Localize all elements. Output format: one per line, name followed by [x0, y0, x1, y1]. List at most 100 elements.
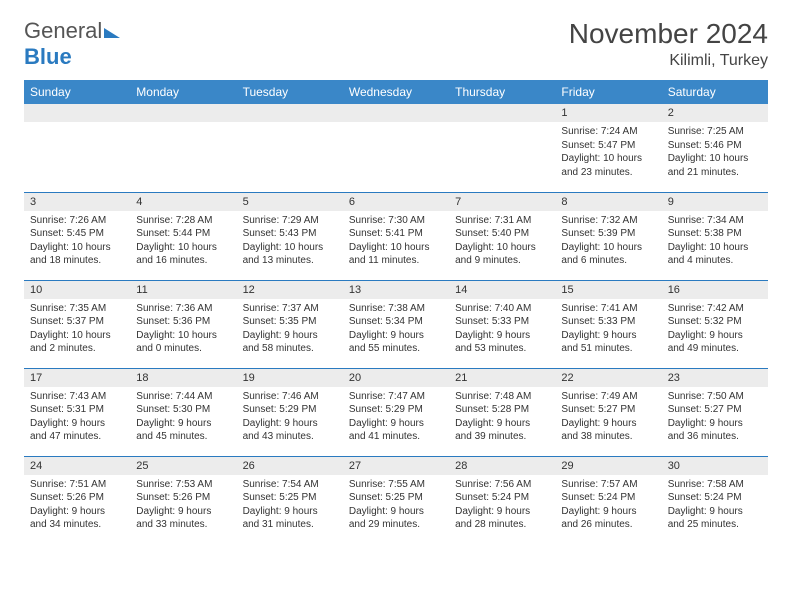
sunrise-text: Sunrise: 7:53 AM — [136, 478, 230, 492]
sunrise-text: Sunrise: 7:49 AM — [561, 390, 655, 404]
day-number — [130, 104, 236, 122]
day-cell: 10Sunrise: 7:35 AMSunset: 5:37 PMDayligh… — [24, 280, 130, 368]
sunrise-text: Sunrise: 7:28 AM — [136, 214, 230, 228]
week-row: 3Sunrise: 7:26 AMSunset: 5:45 PMDaylight… — [24, 192, 768, 280]
logo: General Blue — [24, 18, 120, 70]
sunset-text: Sunset: 5:36 PM — [136, 315, 230, 329]
day-number: 2 — [662, 104, 768, 122]
day-number: 20 — [343, 369, 449, 387]
day-body: Sunrise: 7:57 AMSunset: 5:24 PMDaylight:… — [555, 475, 661, 535]
day-cell — [343, 104, 449, 192]
weekday-header-row: SundayMondayTuesdayWednesdayThursdayFrid… — [24, 80, 768, 104]
day-cell: 14Sunrise: 7:40 AMSunset: 5:33 PMDayligh… — [449, 280, 555, 368]
day-cell: 29Sunrise: 7:57 AMSunset: 5:24 PMDayligh… — [555, 456, 661, 544]
day-body: Sunrise: 7:47 AMSunset: 5:29 PMDaylight:… — [343, 387, 449, 447]
daylight-text: Daylight: 10 hours and 9 minutes. — [455, 241, 549, 268]
sunset-text: Sunset: 5:38 PM — [668, 227, 762, 241]
sunrise-text: Sunrise: 7:25 AM — [668, 125, 762, 139]
day-body: Sunrise: 7:24 AMSunset: 5:47 PMDaylight:… — [555, 122, 661, 182]
sunrise-text: Sunrise: 7:41 AM — [561, 302, 655, 316]
day-number: 25 — [130, 457, 236, 475]
day-cell: 28Sunrise: 7:56 AMSunset: 5:24 PMDayligh… — [449, 456, 555, 544]
day-body: Sunrise: 7:25 AMSunset: 5:46 PMDaylight:… — [662, 122, 768, 182]
daylight-text: Daylight: 9 hours and 53 minutes. — [455, 329, 549, 356]
day-body: Sunrise: 7:40 AMSunset: 5:33 PMDaylight:… — [449, 299, 555, 359]
daylight-text: Daylight: 9 hours and 51 minutes. — [561, 329, 655, 356]
day-body: Sunrise: 7:42 AMSunset: 5:32 PMDaylight:… — [662, 299, 768, 359]
day-number — [343, 104, 449, 122]
daylight-text: Daylight: 9 hours and 31 minutes. — [243, 505, 337, 532]
day-cell: 19 Sunrise: 7:46 AMSunset: 5:29 PMDayligh… — [237, 368, 343, 456]
day-body: Sunrise: 7:38 AMSunset: 5:34 PMDaylight:… — [343, 299, 449, 359]
day-body: Sunrise: 7:43 AMSunset: 5:31 PMDaylight:… — [24, 387, 130, 447]
sunrise-text: Sunrise: 7:58 AM — [668, 478, 762, 492]
daylight-text: Daylight: 10 hours and 11 minutes. — [349, 241, 443, 268]
daylight-text: Daylight: 10 hours and 21 minutes. — [668, 152, 762, 179]
day-cell: 11Sunrise: 7:36 AMSunset: 5:36 PMDayligh… — [130, 280, 236, 368]
day-number: 16 — [662, 281, 768, 299]
sunset-text: Sunset: 5:40 PM — [455, 227, 549, 241]
daylight-text: Daylight: 9 hours and 45 minutes. — [136, 417, 230, 444]
sunset-text: Sunset: 5:27 PM — [561, 403, 655, 417]
daylight-text: Daylight: 9 hours and 26 minutes. — [561, 505, 655, 532]
day-cell: 30Sunrise: 7:58 AMSunset: 5:24 PMDayligh… — [662, 456, 768, 544]
daylight-text: Daylight: 10 hours and 23 minutes. — [561, 152, 655, 179]
sunset-text: Sunset: 5:29 PM — [243, 403, 337, 417]
sunrise-text: Sunrise: 7:47 AM — [349, 390, 443, 404]
sunset-text: Sunset: 5:33 PM — [561, 315, 655, 329]
sunset-text: Sunset: 5:29 PM — [349, 403, 443, 417]
sunset-text: Sunset: 5:27 PM — [668, 403, 762, 417]
day-body: Sunrise: 7:36 AMSunset: 5:36 PMDaylight:… — [130, 299, 236, 359]
day-body: Sunrise: 7:30 AMSunset: 5:41 PMDaylight:… — [343, 211, 449, 271]
daylight-text: Daylight: 10 hours and 4 minutes. — [668, 241, 762, 268]
day-number — [24, 104, 130, 122]
sunrise-text: Sunrise: 7:46 AM — [243, 390, 337, 404]
day-body: Sunrise: 7:37 AMSunset: 5:35 PMDaylight:… — [237, 299, 343, 359]
day-number: 30 — [662, 457, 768, 475]
day-number: 14 — [449, 281, 555, 299]
day-cell: 2Sunrise: 7:25 AMSunset: 5:46 PMDaylight… — [662, 104, 768, 192]
week-row: 17Sunrise: 7:43 AMSunset: 5:31 PMDayligh… — [24, 368, 768, 456]
sunrise-text: Sunrise: 7:56 AM — [455, 478, 549, 492]
day-number: 4 — [130, 193, 236, 211]
day-body: Sunrise: 7:32 AMSunset: 5:39 PMDaylight:… — [555, 211, 661, 271]
daylight-text: Daylight: 9 hours and 33 minutes. — [136, 505, 230, 532]
logo-word2: Blue — [24, 44, 72, 69]
sunrise-text: Sunrise: 7:30 AM — [349, 214, 443, 228]
daylight-text: Daylight: 9 hours and 43 minutes. — [243, 417, 337, 444]
day-number: 3 — [24, 193, 130, 211]
weekday-header: Monday — [130, 80, 236, 104]
header: General Blue November 2024 Kilimli, Turk… — [24, 18, 768, 70]
day-body: Sunrise: 7:35 AMSunset: 5:37 PMDaylight:… — [24, 299, 130, 359]
day-body: Sunrise: 7:26 AMSunset: 5:45 PMDaylight:… — [24, 211, 130, 271]
daylight-text: Daylight: 9 hours and 41 minutes. — [349, 417, 443, 444]
sunrise-text: Sunrise: 7:40 AM — [455, 302, 549, 316]
day-number — [237, 104, 343, 122]
day-cell: 8Sunrise: 7:32 AMSunset: 5:39 PMDaylight… — [555, 192, 661, 280]
day-number: 29 — [555, 457, 661, 475]
day-cell: 4Sunrise: 7:28 AMSunset: 5:44 PMDaylight… — [130, 192, 236, 280]
daylight-text: Daylight: 10 hours and 16 minutes. — [136, 241, 230, 268]
sunrise-text: Sunrise: 7:26 AM — [30, 214, 124, 228]
calendar-body: 1Sunrise: 7:24 AMSunset: 5:47 PMDaylight… — [24, 104, 768, 544]
daylight-text: Daylight: 9 hours and 58 minutes. — [243, 329, 337, 356]
sunrise-text: Sunrise: 7:29 AM — [243, 214, 337, 228]
weekday-header: Wednesday — [343, 80, 449, 104]
day-cell: 20Sunrise: 7:47 AMSunset: 5:29 PMDayligh… — [343, 368, 449, 456]
day-number: 15 — [555, 281, 661, 299]
sunrise-text: Sunrise: 7:35 AM — [30, 302, 124, 316]
sunset-text: Sunset: 5:25 PM — [243, 491, 337, 505]
day-number: 22 — [555, 369, 661, 387]
day-cell — [130, 104, 236, 192]
day-number: 19 — [237, 369, 343, 387]
day-number: 17 — [24, 369, 130, 387]
daylight-text: Daylight: 9 hours and 29 minutes. — [349, 505, 443, 532]
day-body: Sunrise: 7:56 AMSunset: 5:24 PMDaylight:… — [449, 475, 555, 535]
day-cell: 27Sunrise: 7:55 AMSunset: 5:25 PMDayligh… — [343, 456, 449, 544]
day-body: Sunrise: 7:53 AMSunset: 5:26 PMDaylight:… — [130, 475, 236, 535]
sunrise-text: Sunrise: 7:42 AM — [668, 302, 762, 316]
sunrise-text: Sunrise: 7:32 AM — [561, 214, 655, 228]
day-number: 1 — [555, 104, 661, 122]
day-cell: 3Sunrise: 7:26 AMSunset: 5:45 PMDaylight… — [24, 192, 130, 280]
day-body: Sunrise: 7:58 AMSunset: 5:24 PMDaylight:… — [662, 475, 768, 535]
